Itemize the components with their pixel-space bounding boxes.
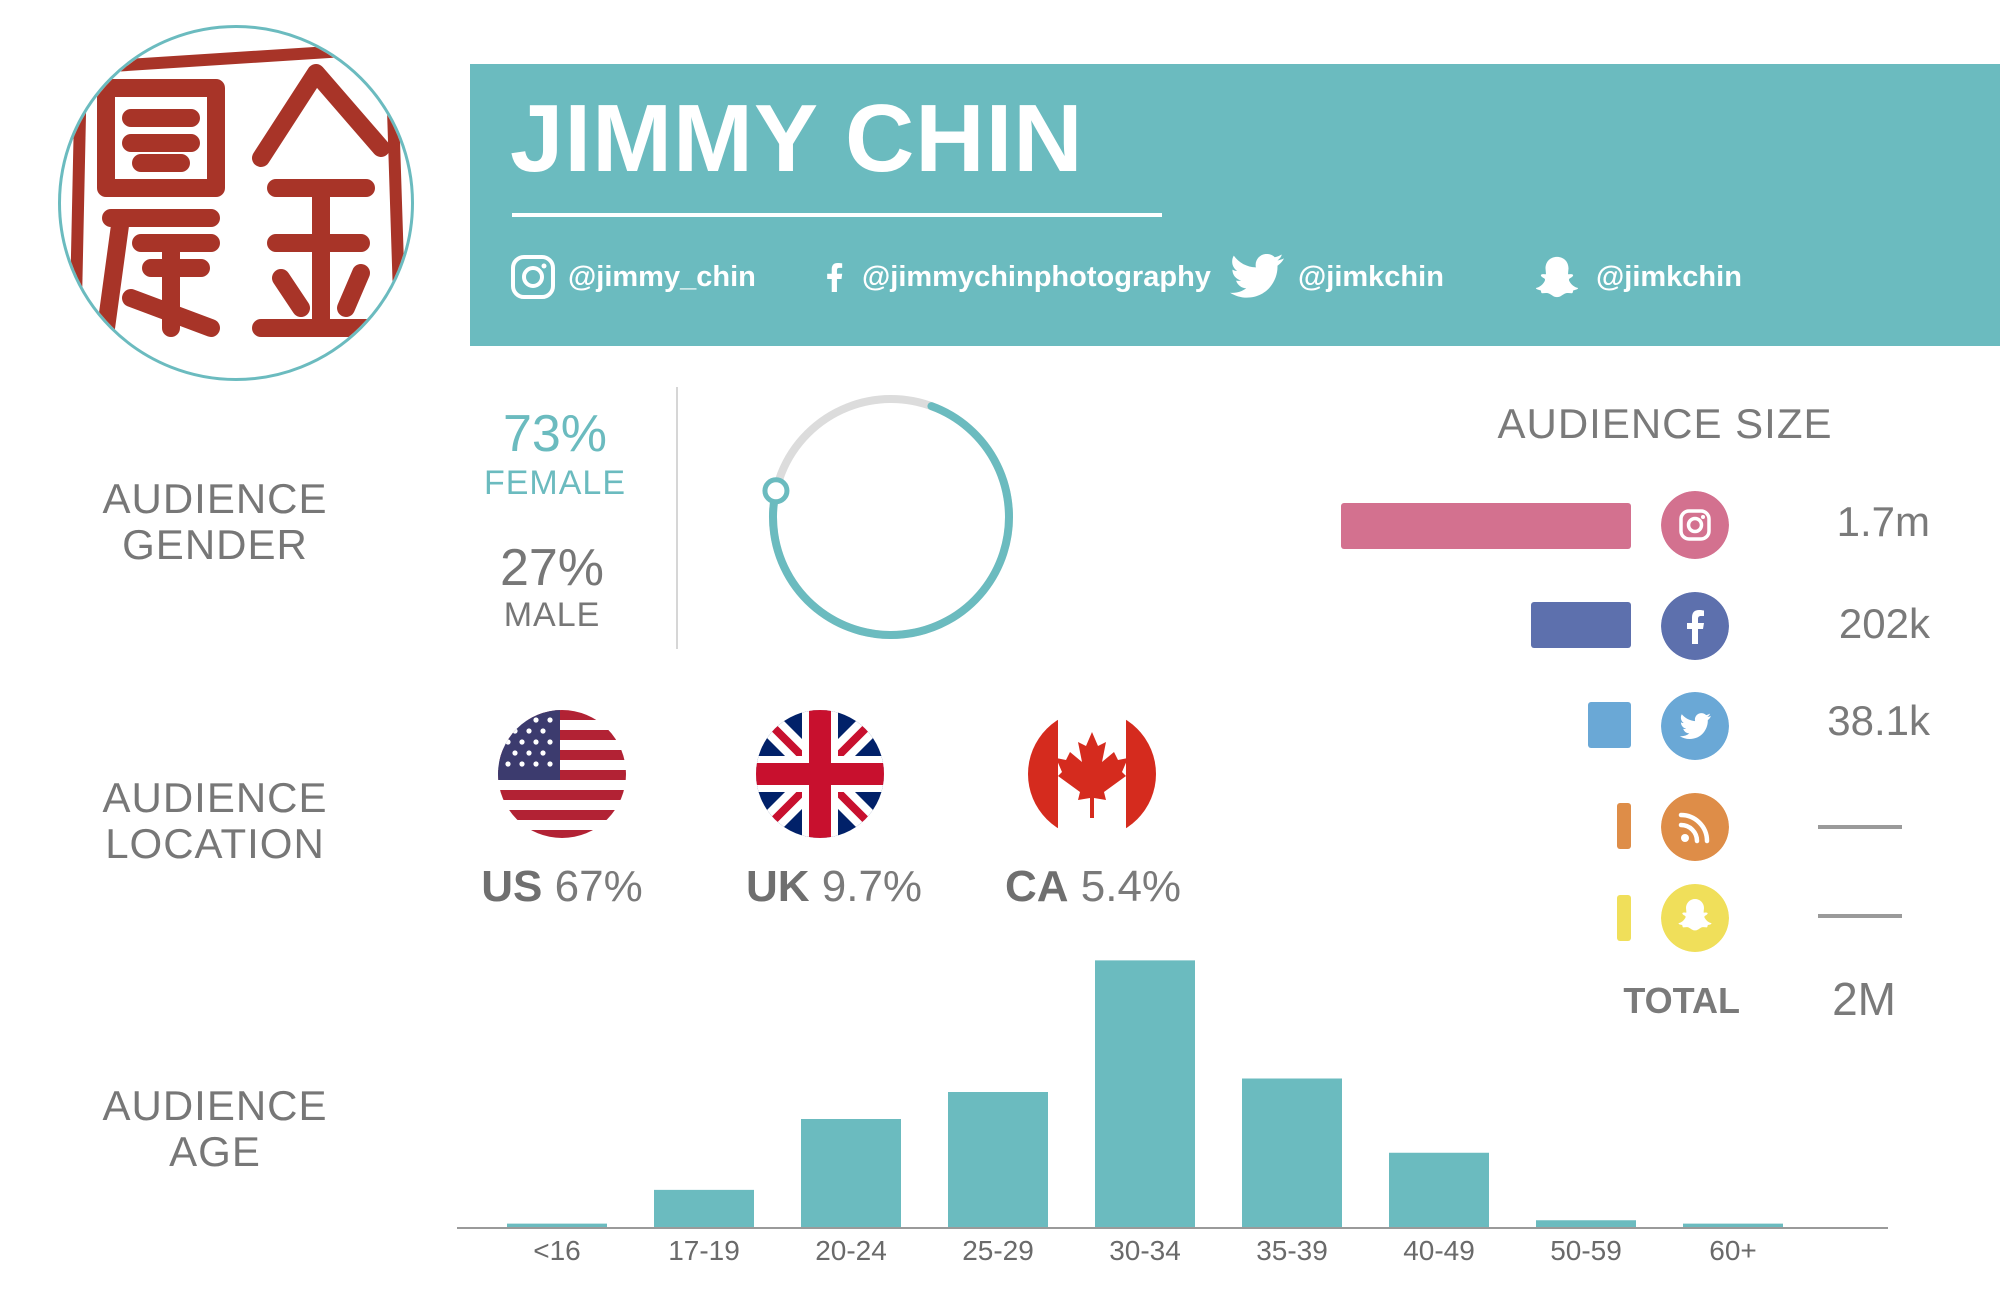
profile-header: JIMMY CHIN @jimmy_chin @jimmychinphotogr… — [470, 64, 2000, 346]
social-link-facebook[interactable]: @jimmychinphotography — [820, 250, 1211, 304]
social-link-instagram[interactable]: @jimmy_chin — [510, 250, 756, 304]
age-bar-50-59 — [1536, 1220, 1636, 1227]
male-label: MALE — [503, 596, 601, 634]
snapchat-handle: @jimkchin — [1596, 260, 1742, 293]
rss-size-bar — [1617, 803, 1631, 849]
age-bar-35-39 — [1242, 1078, 1342, 1227]
twitter-size-bar — [1587, 702, 1631, 748]
country-code: CA — [1004, 862, 1069, 911]
age-bar-17-19 — [654, 1189, 754, 1227]
us-flag-icon — [498, 710, 626, 838]
twitter-icon — [1661, 692, 1729, 760]
avatar — [58, 25, 414, 381]
age-tick-label: 35-39 — [1256, 1235, 1328, 1266]
twitter-handle: @jimkchin — [1298, 260, 1444, 293]
age-tick-label: 40-49 — [1403, 1235, 1475, 1266]
audience-location-label: AUDIENCE LOCATION — [60, 775, 370, 867]
age-tick-label: 17-19 — [668, 1235, 740, 1266]
label-line: AUDIENCE — [102, 475, 328, 522]
age-tick-label: <16 — [533, 1235, 581, 1266]
snapchat-size-bar — [1617, 895, 1631, 941]
social-link-snapchat[interactable]: @jimkchin — [1530, 250, 1742, 304]
instagram-size-bar — [1341, 503, 1631, 549]
rss-size-empty — [1818, 825, 1902, 829]
total-label: TOTAL — [1623, 980, 1740, 1021]
instagram-handle: @jimmy_chin — [568, 260, 756, 293]
gender-donut-chart — [762, 395, 1013, 639]
instagram-icon — [511, 255, 555, 299]
seal-logo — [69, 42, 407, 364]
uk-flag-icon — [756, 710, 884, 838]
audience-age-label: AUDIENCE AGE — [60, 1083, 370, 1175]
location-us: US 67% — [432, 862, 692, 912]
label-line: AGE — [169, 1128, 261, 1175]
twitter-size-value: 38.1k — [1827, 697, 1930, 744]
twitter-icon — [1230, 254, 1285, 298]
snapchat-icon — [1661, 884, 1729, 952]
country-code: UK — [745, 862, 810, 911]
age-tick-label: 20-24 — [815, 1235, 887, 1266]
female-share-arc — [769, 402, 1013, 639]
age-tick-label: 25-29 — [962, 1235, 1034, 1266]
age-bar-<16 — [507, 1223, 607, 1227]
location-uk: UK 9.7% — [704, 862, 964, 912]
country-percentage: 9.7% — [821, 862, 923, 911]
male-percentage: 27% — [499, 539, 605, 597]
country-percentage: 67% — [554, 862, 643, 911]
gender-divider — [676, 387, 678, 649]
female-label: FEMALE — [483, 464, 627, 502]
age-bar-20-24 — [801, 1119, 901, 1227]
age-tick-label: 50-59 — [1550, 1235, 1622, 1266]
age-tick-label: 30-34 — [1109, 1235, 1181, 1266]
ca-flag-icon — [1028, 710, 1156, 838]
facebook-icon — [827, 262, 843, 292]
donut-marker — [762, 477, 790, 505]
label-line: LOCATION — [105, 820, 325, 867]
audience-gender-label: AUDIENCE GENDER — [60, 476, 370, 568]
instagram-icon — [1661, 491, 1729, 559]
country-percentage: 5.4% — [1080, 862, 1182, 911]
facebook-handle: @jimmychinphotography — [862, 260, 1211, 293]
country-code: US — [481, 862, 543, 911]
page-title: JIMMY CHIN — [510, 85, 1084, 192]
snapchat-icon — [1535, 256, 1579, 298]
label-line: GENDER — [122, 521, 308, 568]
title-underline — [512, 213, 1162, 217]
audience-age-chart: <16 17-19 20-24 25-29 30-34 35-39 40-49 50-59 60… — [457, 960, 1888, 1266]
label-line: AUDIENCE — [102, 1082, 328, 1129]
age-bar-60+ — [1683, 1223, 1783, 1227]
rss-icon — [1661, 793, 1729, 861]
facebook-icon — [1661, 592, 1729, 660]
facebook-size-value: 202k — [1838, 600, 1930, 647]
female-percentage: 73% — [502, 405, 608, 463]
label-line: AUDIENCE — [102, 774, 328, 821]
snapchat-size-empty — [1818, 914, 1902, 918]
age-tick-label: 60+ — [1709, 1235, 1757, 1266]
instagram-size-value: 1.7m — [1836, 498, 1930, 545]
social-link-twitter[interactable]: @jimkchin — [1230, 250, 1444, 304]
age-bar-40-49 — [1389, 1152, 1489, 1227]
age-bar-25-29 — [948, 1092, 1048, 1227]
facebook-size-bar — [1531, 602, 1631, 648]
location-ca: CA 5.4% — [963, 862, 1223, 912]
total-value: 2M — [1832, 973, 1896, 1025]
audience-size-title: AUDIENCE SIZE — [1497, 400, 1833, 447]
age-bar-30-34 — [1095, 960, 1195, 1227]
